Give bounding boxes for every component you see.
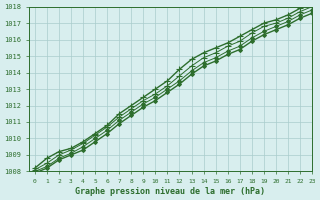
X-axis label: Graphe pression niveau de la mer (hPa): Graphe pression niveau de la mer (hPa) (76, 187, 266, 196)
